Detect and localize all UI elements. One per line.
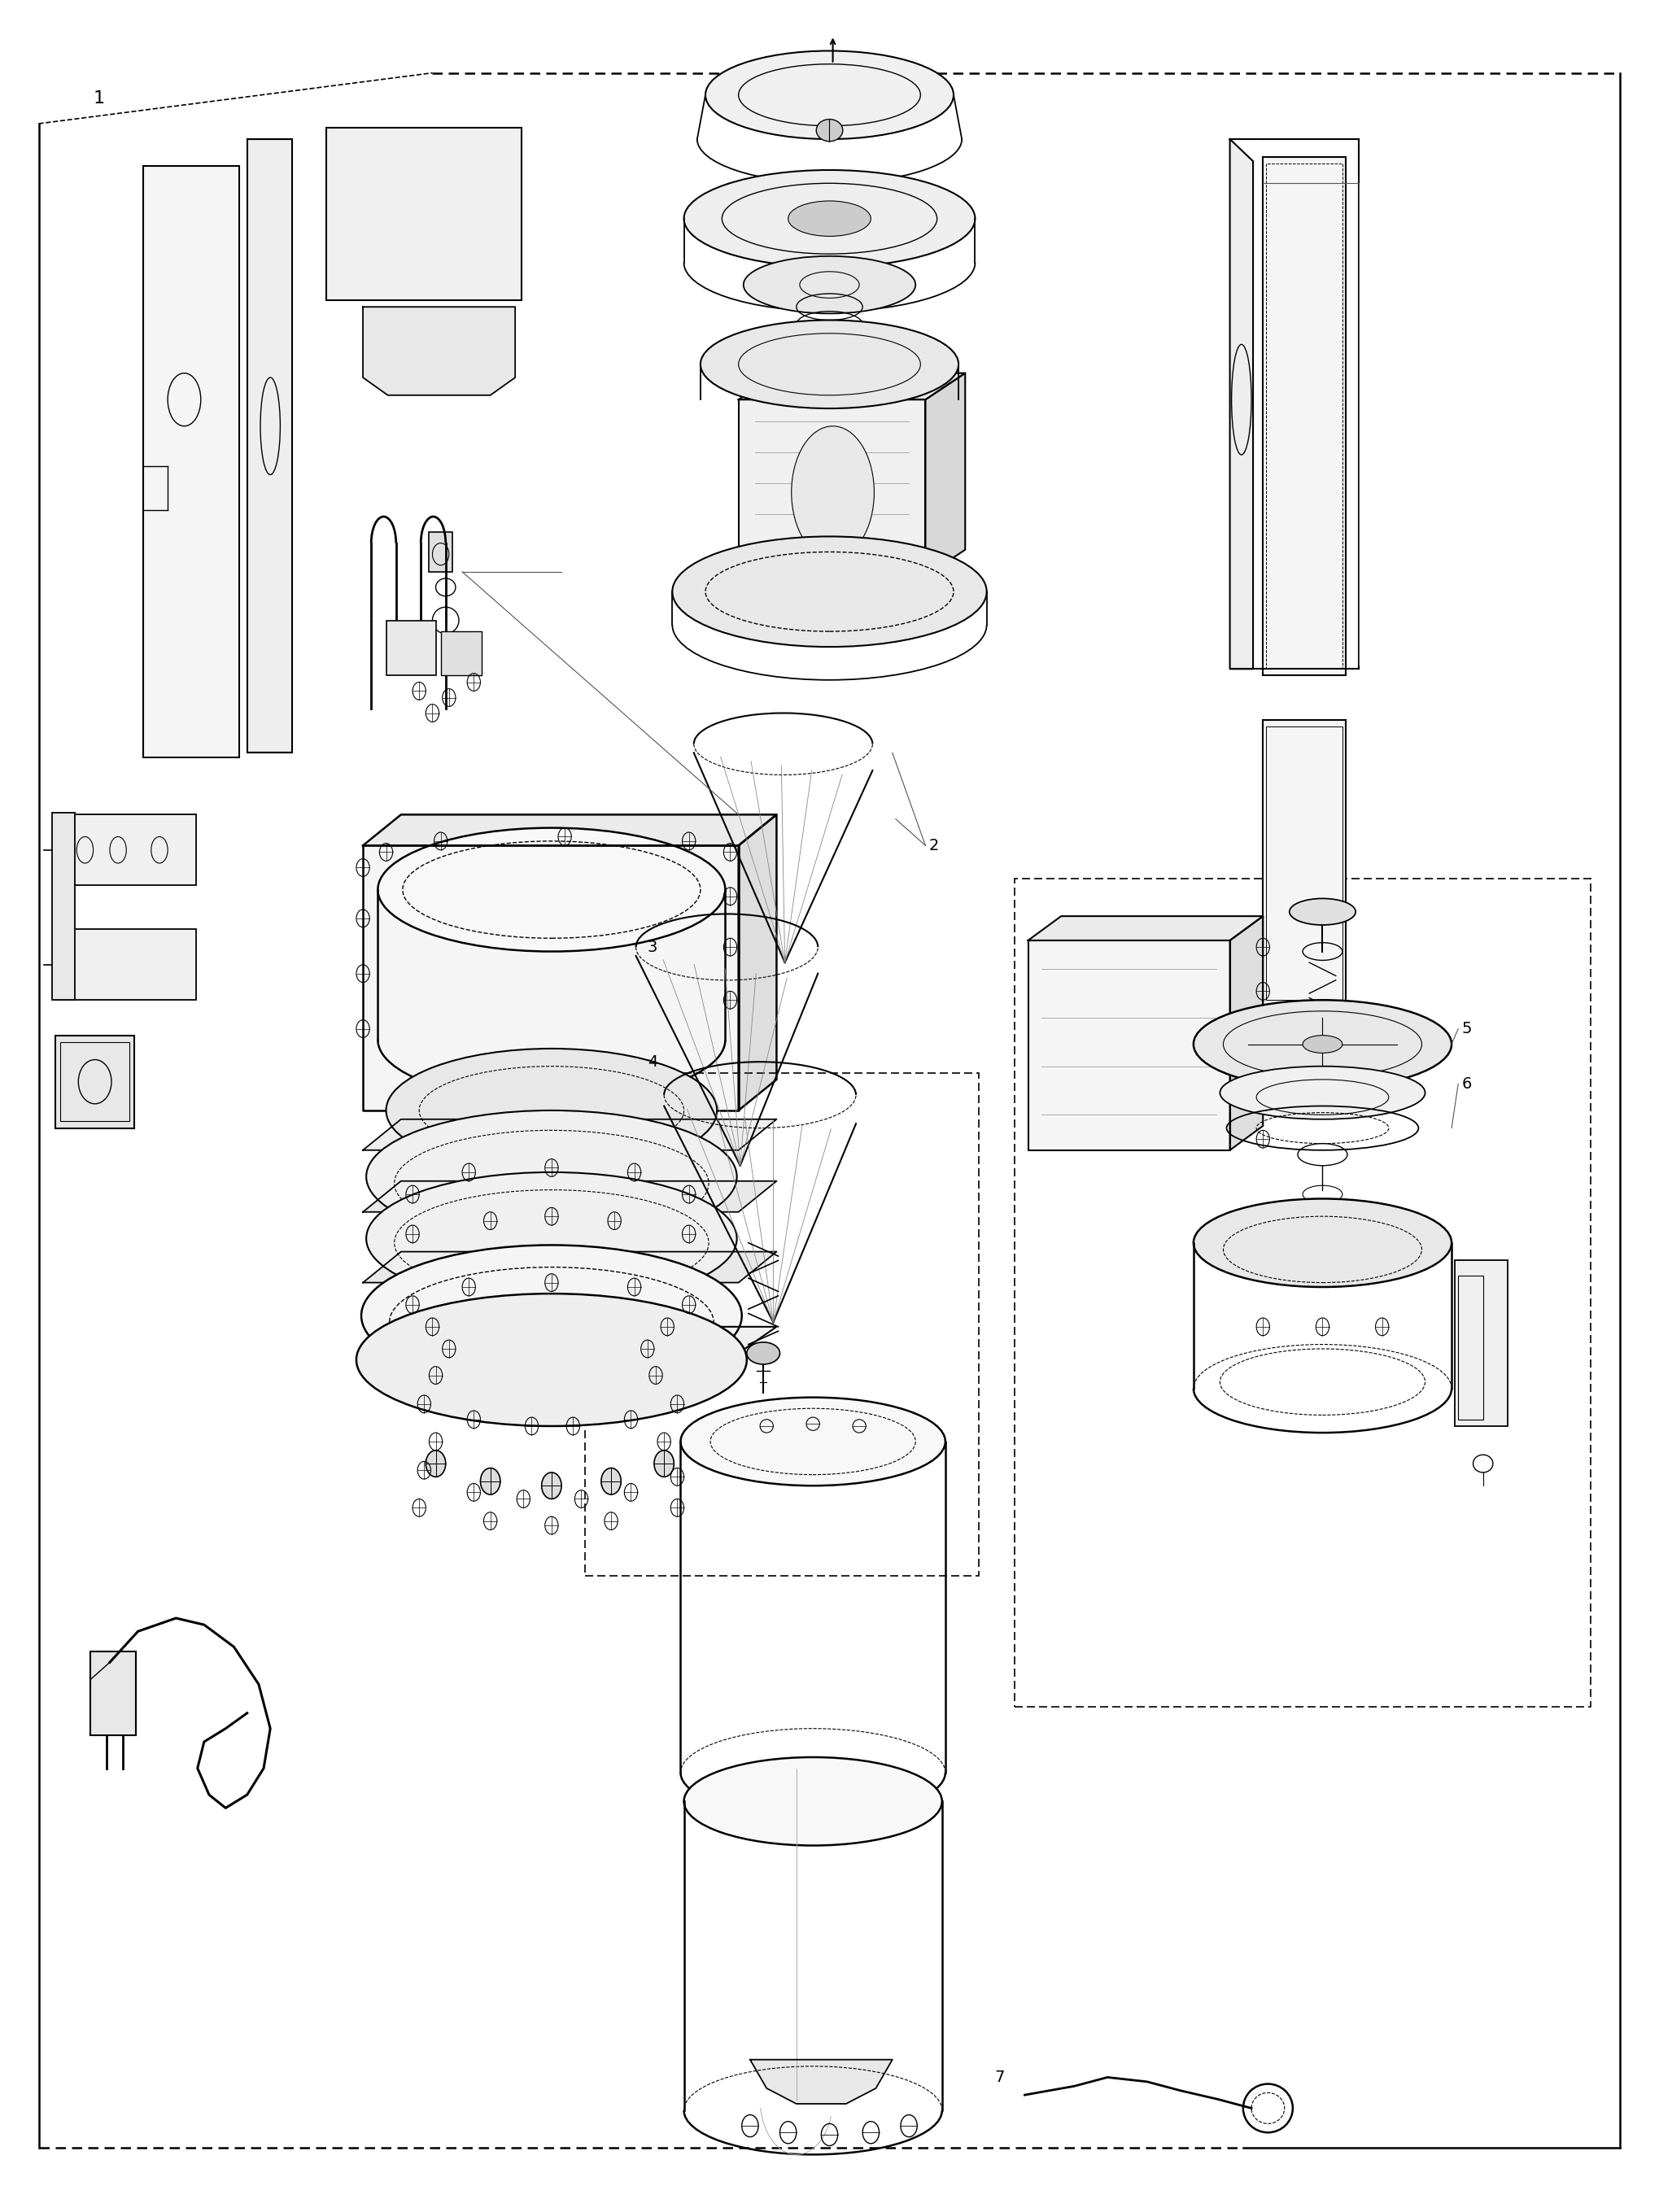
Bar bbox=[1458, 1276, 1483, 1420]
Polygon shape bbox=[1229, 916, 1262, 1150]
Polygon shape bbox=[363, 1327, 776, 1354]
Ellipse shape bbox=[1289, 898, 1355, 925]
Bar bbox=[55, 814, 196, 885]
Text: 1: 1 bbox=[93, 91, 105, 106]
Polygon shape bbox=[363, 1119, 776, 1150]
Bar bbox=[1262, 719, 1345, 1006]
Polygon shape bbox=[1229, 139, 1253, 668]
Ellipse shape bbox=[684, 170, 975, 268]
Polygon shape bbox=[363, 845, 738, 1110]
Text: 4: 4 bbox=[647, 1055, 657, 1071]
Polygon shape bbox=[738, 374, 966, 400]
Ellipse shape bbox=[705, 51, 954, 139]
Bar bbox=[387, 619, 436, 675]
Ellipse shape bbox=[362, 1245, 742, 1387]
Ellipse shape bbox=[1193, 1000, 1452, 1088]
Ellipse shape bbox=[601, 1469, 620, 1495]
Text: 6: 6 bbox=[1462, 1077, 1472, 1093]
Ellipse shape bbox=[672, 538, 987, 646]
Polygon shape bbox=[738, 814, 776, 1110]
Bar bbox=[1015, 878, 1591, 1705]
Bar bbox=[1266, 164, 1342, 668]
Bar bbox=[55, 1035, 134, 1128]
Ellipse shape bbox=[791, 427, 874, 560]
Ellipse shape bbox=[1302, 1035, 1342, 1053]
Text: 7: 7 bbox=[995, 2070, 1005, 2086]
Ellipse shape bbox=[654, 1451, 674, 1478]
Polygon shape bbox=[363, 814, 776, 845]
Bar bbox=[441, 630, 483, 675]
Bar bbox=[143, 166, 239, 757]
Ellipse shape bbox=[1193, 1199, 1452, 1287]
Text: 2: 2 bbox=[929, 838, 939, 854]
Ellipse shape bbox=[378, 827, 725, 951]
Ellipse shape bbox=[747, 1343, 780, 1365]
Ellipse shape bbox=[700, 321, 959, 409]
Ellipse shape bbox=[816, 119, 843, 142]
Ellipse shape bbox=[1219, 1066, 1425, 1119]
Polygon shape bbox=[1029, 916, 1262, 940]
Ellipse shape bbox=[788, 201, 871, 237]
Ellipse shape bbox=[426, 1451, 446, 1478]
Polygon shape bbox=[363, 307, 516, 396]
Bar bbox=[55, 929, 196, 1000]
Polygon shape bbox=[750, 2059, 893, 2104]
Ellipse shape bbox=[367, 1172, 737, 1305]
Ellipse shape bbox=[357, 1294, 747, 1427]
Ellipse shape bbox=[684, 1756, 942, 1845]
Ellipse shape bbox=[763, 325, 896, 369]
Bar bbox=[1262, 157, 1345, 675]
Polygon shape bbox=[1029, 940, 1229, 1150]
Ellipse shape bbox=[541, 1473, 561, 1500]
Bar bbox=[430, 533, 453, 571]
Bar bbox=[327, 128, 523, 301]
Bar bbox=[584, 1073, 979, 1577]
Polygon shape bbox=[926, 374, 966, 575]
Ellipse shape bbox=[387, 1048, 717, 1172]
Ellipse shape bbox=[367, 1110, 737, 1243]
Polygon shape bbox=[363, 1252, 776, 1283]
Text: 5: 5 bbox=[1462, 1022, 1472, 1037]
Bar bbox=[1266, 726, 1342, 1000]
Ellipse shape bbox=[743, 257, 916, 314]
Ellipse shape bbox=[481, 1469, 501, 1495]
Bar bbox=[90, 1650, 136, 1734]
Polygon shape bbox=[738, 400, 926, 575]
Text: 3: 3 bbox=[647, 940, 657, 956]
Polygon shape bbox=[363, 1181, 776, 1212]
Polygon shape bbox=[247, 139, 292, 752]
Bar bbox=[1455, 1261, 1508, 1427]
Ellipse shape bbox=[680, 1398, 946, 1486]
Bar bbox=[60, 1042, 129, 1121]
Bar bbox=[51, 812, 75, 1000]
